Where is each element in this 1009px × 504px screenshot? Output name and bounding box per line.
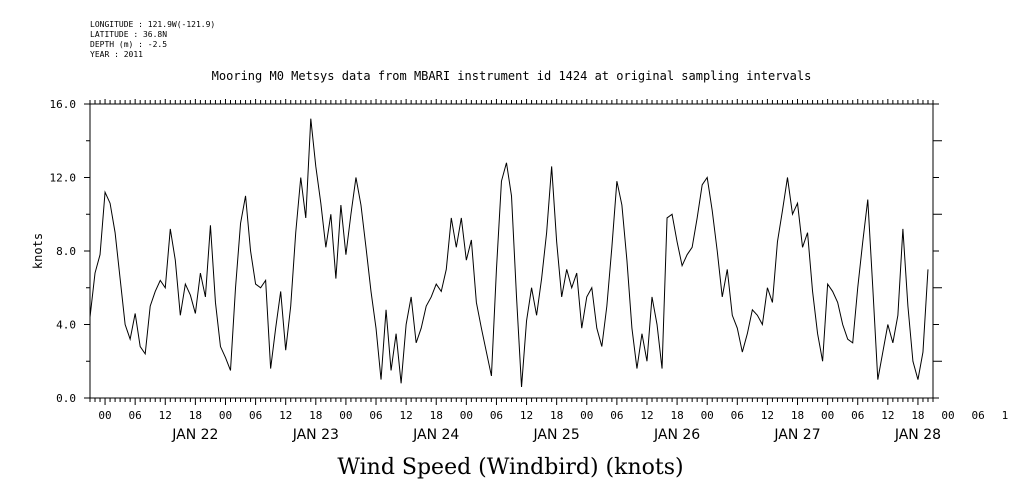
day-label: JAN 26 (653, 427, 700, 443)
hour-tick-label: 00 (821, 409, 834, 422)
hour-tick-label: 18 (430, 409, 443, 422)
hour-tick-label: 18 (791, 409, 804, 422)
hour-tick-label: 06 (129, 409, 142, 422)
day-label: JAN 23 (292, 427, 339, 443)
hour-tick-label: 18 (309, 409, 322, 422)
hour-tick-label: 12 (400, 409, 413, 422)
hour-tick-label: 00 (580, 409, 593, 422)
day-label: JAN 24 (412, 427, 459, 443)
depth-text: DEPTH (m) : -2.5 (90, 40, 168, 49)
hour-tick-label: 12 (640, 409, 653, 422)
hour-tick-label: 18 (670, 409, 683, 422)
hour-tick-label: 12 (279, 409, 292, 422)
hour-tick-label: 18 (911, 409, 924, 422)
hour-tick-label: 06 (851, 409, 864, 422)
x-axis: 00 06 12 18 00 06 12 18 00 06 12 18 00 06 12 18 00 06 12 18… (89, 99, 1009, 443)
hour-tick-label: 12 (520, 409, 533, 422)
y-axis-label: knots (31, 233, 45, 269)
hour-tick-label: 00 (941, 409, 954, 422)
hour-tick-label: 12 (881, 409, 894, 422)
hour-tick-label: 06 (972, 409, 985, 422)
y-axis: 0.0 4.0 8.0 12.0 16.0 (50, 98, 942, 405)
hour-tick-label: 18 (189, 409, 202, 422)
hour-tick-label: 06 (369, 409, 382, 422)
plot-frame (89, 103, 934, 399)
wind-speed-line (89, 118, 929, 388)
y-tick-label: 16.0 (50, 98, 77, 111)
hour-tick-label: 00 (701, 409, 714, 422)
hour-tick-label: 00 (460, 409, 473, 422)
x-axis-label: Wind Speed (Windbird) (knots) (337, 455, 684, 480)
hour-tick-label: 00 (98, 409, 111, 422)
y-tick-label: 8.0 (56, 245, 76, 258)
hour-tick-label: 00 (339, 409, 352, 422)
latitude-text: LATITUDE : 36.8N (90, 30, 168, 39)
day-label: JAN 25 (533, 427, 580, 443)
hour-tick-label: 06 (610, 409, 623, 422)
day-label: JAN 27 (773, 427, 820, 443)
y-tick-label: 4.0 (56, 319, 76, 332)
y-tick-label: 0.0 (56, 392, 76, 405)
hour-tick-label: 18 (550, 409, 563, 422)
hour-tick-label: 06 (249, 409, 262, 422)
year-text: YEAR : 2011 (90, 50, 143, 59)
y-tick-label: 12.0 (50, 172, 77, 185)
mooring-metadata: LONGITUDE : 121.9W(-121.9) LATITUDE : 36… (90, 20, 215, 60)
hour-tick-label: 06 (490, 409, 503, 422)
hour-tick-label: 00 (219, 409, 232, 422)
day-label: JAN 22 (171, 427, 218, 443)
chart-title: Mooring M0 Metsys data from MBARI instru… (211, 69, 812, 83)
hour-tick-label: 12 (159, 409, 172, 422)
day-label: JAN 28 (894, 427, 941, 443)
hour-tick-label: 12 (761, 409, 774, 422)
hour-tick-label: 12 (1002, 409, 1009, 422)
hour-tick-label: 06 (731, 409, 744, 422)
longitude-text: LONGITUDE : 121.9W(-121.9) (90, 20, 216, 29)
